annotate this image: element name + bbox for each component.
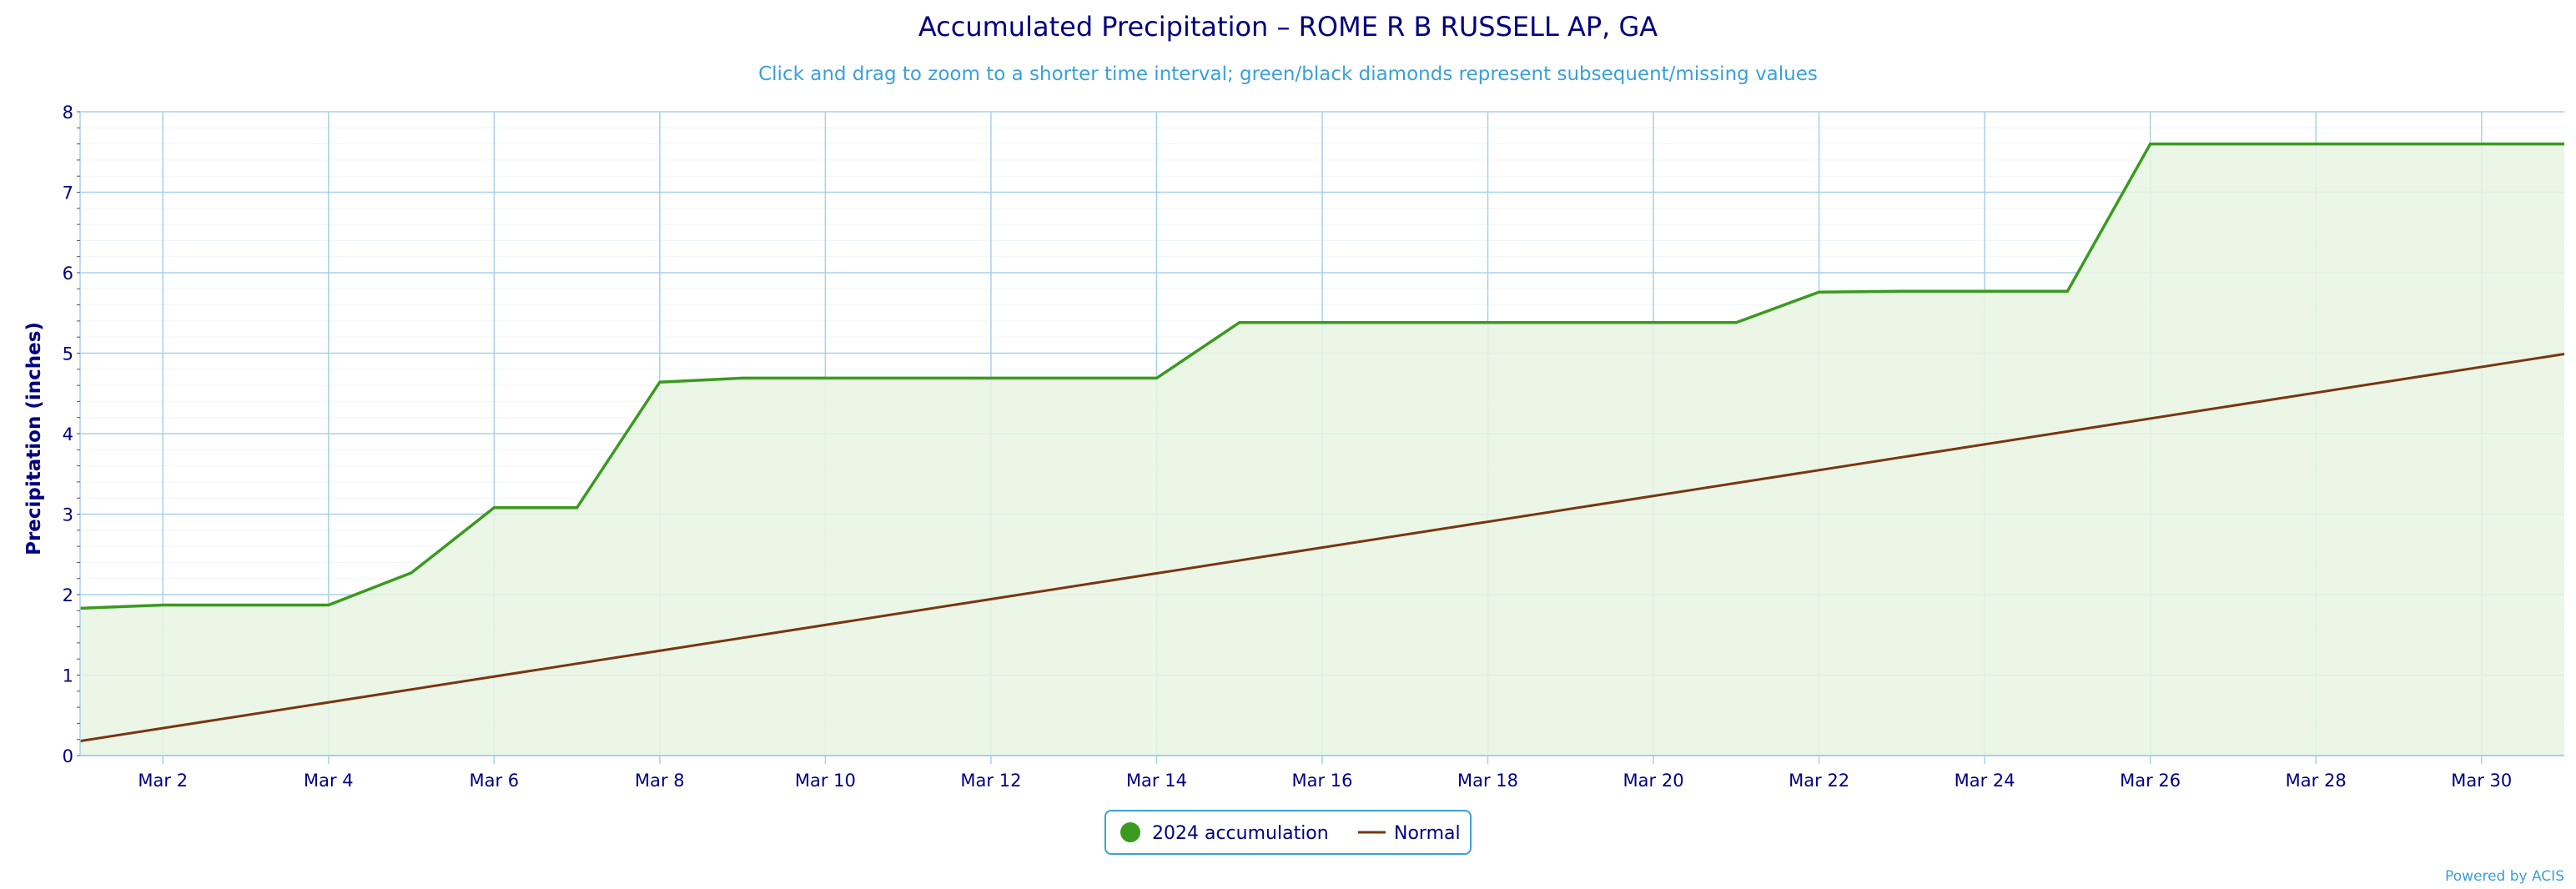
y-tick-label: 2: [63, 585, 73, 605]
y-tick-label: 4: [63, 424, 73, 444]
x-tick-label: Mar 22: [1789, 771, 1849, 791]
y-axis: 0 1 2 3 4 5 6 7 8: [63, 103, 81, 766]
x-axis: Mar 2 Mar 4 Mar 6 Mar 8 Mar 10 Mar 12 Mar 14 Ma…: [138, 756, 2512, 791]
y-tick-label: 1: [63, 666, 73, 686]
x-tick-label: Mar 6: [469, 771, 519, 791]
y-tick-label: 6: [63, 264, 73, 284]
legend-normal-label: Normal: [1394, 823, 1461, 844]
credits-link[interactable]: Powered by ACIS: [2445, 868, 2564, 885]
x-tick-label: Mar 26: [2120, 771, 2181, 791]
legend-box: [1104, 810, 1472, 855]
y-tick-label: 7: [63, 183, 73, 203]
x-tick-label: Mar 18: [1457, 771, 1518, 791]
accumulation-line[interactable]: [79, 142, 2564, 610]
legend-accumulation-marker: [1120, 822, 1140, 842]
x-tick-label: Mar 28: [2286, 771, 2347, 791]
x-tick-label: Mar 24: [1955, 771, 2015, 791]
x-tick-label: Mar 20: [1623, 771, 1684, 791]
chart-subtitle: Click and drag to zoom to a shorter time…: [758, 63, 1818, 85]
normal-line[interactable]: [79, 353, 2565, 743]
x-tick-label: Mar 14: [1126, 771, 1187, 791]
chart-title: Accumulated Precipitation – ROME R B RUS…: [918, 11, 1658, 43]
accumulation-area: [80, 143, 2564, 756]
x-tick-label: Mar 30: [2451, 771, 2512, 791]
legend[interactable]: 2024 accumulation Normal: [1104, 810, 1472, 855]
y-tick-label: 0: [63, 746, 73, 766]
y-tick-label: 8: [63, 103, 73, 123]
legend-accumulation-label: 2024 accumulation: [1152, 823, 1329, 844]
legend-item-accumulation[interactable]: 2024 accumulation: [1120, 822, 1329, 844]
x-tick-label: Mar 2: [138, 771, 188, 791]
y-tick-label: 3: [63, 505, 73, 525]
y-tick-label: 5: [63, 344, 73, 364]
x-tick-label: Mar 10: [795, 771, 856, 791]
x-tick-label: Mar 12: [960, 771, 1021, 791]
x-tick-label: Mar 16: [1291, 771, 1352, 791]
y-axis-title: Precipitation (inches): [23, 322, 45, 555]
legend-item-normal[interactable]: Normal: [1358, 823, 1461, 844]
plot-area[interactable]: [79, 111, 2565, 756]
x-tick-label: Mar 4: [304, 771, 354, 791]
x-tick-label: Mar 8: [635, 771, 685, 791]
